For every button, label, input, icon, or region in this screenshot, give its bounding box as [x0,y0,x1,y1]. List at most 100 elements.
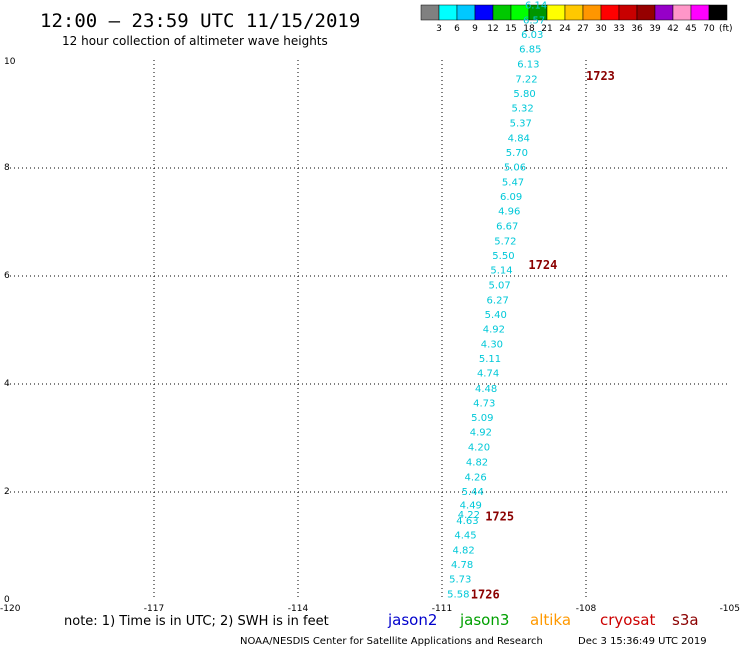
y-tick-label: 8 [4,163,10,173]
colorbar-swatch [636,4,656,21]
y-tick-label: 6 [4,271,10,281]
wave-height-value: 5.32 [512,104,534,115]
x-tick-label: -120 [0,604,21,614]
y-tick-label: 4 [4,379,10,389]
wave-height-value: 7.22 [515,74,537,85]
y-tick-label: 10 [4,57,16,67]
colorbar-swatch [600,4,620,21]
wave-height-value: 5.50 [492,251,514,262]
pass-number-label: 1725 [485,509,514,523]
y-tick-label: 2 [4,487,10,497]
wave-height-value: 5.37 [510,119,532,130]
wave-height-value: 4.48 [475,384,497,395]
wave-height-value: 5.44 [462,487,484,498]
x-tick-label: -117 [144,604,164,614]
x-tick-label: -105 [720,604,740,614]
colorbar-swatch [546,4,566,21]
wave-height-value: 4.78 [451,560,473,571]
colorbar-swatch [456,4,476,21]
y-tick-label: 0 [4,595,10,605]
wave-height-value: 6.57 [523,16,545,27]
colorbar-label: 33 [613,24,624,34]
colorbar-label: 39 [649,24,661,34]
wave-height-value: 5.07 [488,281,510,292]
chart-subtitle: 12 hour collection of altimeter wave hei… [62,34,328,48]
wave-height-value: 6.85 [519,45,541,56]
colorbar-unit: (ft) [719,24,733,34]
wave-height-value: 4.96 [498,207,520,218]
wave-height-value: 4.63 [456,516,478,527]
colorbar-label: 30 [595,24,607,34]
colorbar-swatch [492,4,512,21]
wave-height-value: 4.45 [454,531,476,542]
wave-height-value: 4.26 [464,472,486,483]
colorbar-swatch [420,4,440,21]
pass-number-label: 1724 [528,258,557,272]
wave-height-value: 4.74 [477,369,499,380]
colorbar-swatch [438,4,458,21]
x-tick-label: -111 [432,604,452,614]
colorbar-label: 9 [472,24,478,34]
wave-height-value: 4.92 [483,324,505,335]
wave-height-value: 4.92 [470,428,492,439]
satellite-name-jason3: jason3 [459,611,509,629]
colorbar-label: 3 [436,24,442,34]
colorbar-label: 21 [541,24,552,34]
wave-height-value: 5.06 [504,162,526,173]
wave-height-value: 4.82 [452,545,474,556]
wave-height-value: 6.67 [496,221,518,232]
wave-height-value: 6.03 [521,30,543,41]
chart-title: 12:00 – 23:59 UTC 11/15/2019 [40,10,360,32]
wave-height-value: 4.22 [458,510,480,521]
x-tick-label: -114 [288,604,309,614]
satellite-name-s3a: s3a [672,611,699,629]
wave-height-value: 5.72 [494,236,516,247]
satellite-legend: jason2 jason3 altika cryosat s3a [387,611,699,629]
colorbar-legend: 3 6 9 12 15 18 21 24 27 30 33 36 39 42 45 70 (ft) [420,4,733,34]
wave-height-value: 5.58 [447,590,469,601]
wave-height-points: 5.58 5.73 4.78 4.82 4.45 4.634.224.49 5.44 4.26… [447,0,547,601]
timestamp-text: Dec 3 15:36:49 UTC 2019 [578,636,707,647]
footer-note: note: 1) Time is in UTC; 2) SWH is in fe… [64,614,329,629]
wave-height-value: 4.84 [508,133,530,144]
wave-height-value: 5.40 [485,310,507,321]
colorbar-swatch [672,4,692,21]
credit-text: NOAA/NESDIS Center for Satellite Applica… [240,636,543,647]
x-tick-label: -108 [576,604,597,614]
colorbar-label: 12 [487,24,498,34]
axis-ticks: -120 -117 -114 -111 -108 -105 0 2 4 6 8 10 [0,57,740,614]
colorbar-label: 15 [505,24,516,34]
colorbar-label: 24 [559,24,571,34]
wave-height-value: 6.13 [517,59,539,70]
wave-height-value: 4.73 [473,398,495,409]
colorbar-swatch [708,4,728,21]
wave-height-value: 4.30 [481,340,503,351]
wave-height-value: 5.73 [449,574,471,585]
pass-number-label: 1726 [471,588,500,602]
wave-height-value: 4.20 [468,443,490,454]
colorbar-swatch [690,4,710,21]
colorbar-swatch [474,4,494,21]
wave-height-value: 6.09 [500,192,522,203]
pass-labels: 1723 1724 1725 1726 [471,69,615,601]
satellite-name-cryosat: cryosat [600,611,655,629]
colorbar-label: 45 [685,24,696,34]
wave-height-value: 5.70 [506,148,528,159]
colorbar-swatch [654,4,674,21]
wave-height-value: 4.49 [460,501,482,512]
wave-height-value: 5.80 [513,89,535,100]
wave-height-value: 5.47 [502,178,524,189]
colorbar-label: 18 [523,24,535,34]
pass-number-label: 1723 [586,69,615,83]
colorbar-label: 6 [454,24,460,34]
plot-grid [10,60,730,600]
wave-height-value: 4.82 [466,457,488,468]
colorbar-label: 36 [631,24,643,34]
colorbar-swatch [582,4,602,21]
colorbar-label: 70 [703,24,715,34]
wave-height-value: 5.09 [471,413,493,424]
colorbar-swatch [564,4,584,21]
satellite-name-jason2: jason2 [387,611,437,629]
wave-height-value: 5.14 [490,266,512,277]
